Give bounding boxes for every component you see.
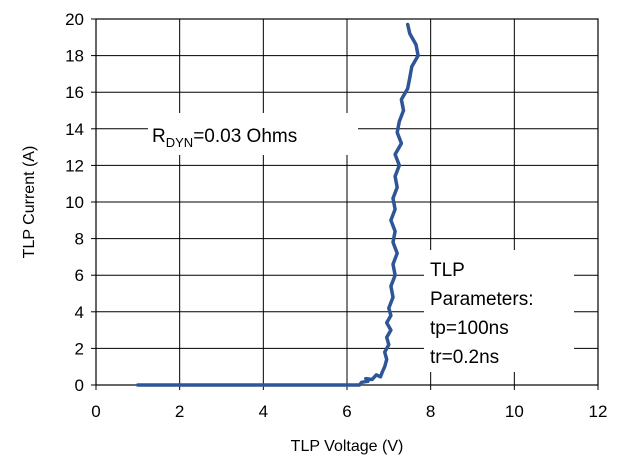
x-tick-label: 0: [91, 402, 100, 421]
y-tick-label: 16: [65, 83, 84, 102]
tick-labels: 0 2 4 6 8 10 12 0 2 4 6 8 10 12 14 16 18 20: [65, 10, 607, 421]
rdyn-annotation: RDYN=0.03 Ohms: [152, 126, 297, 150]
rdyn-value: =0.03 Ohms: [193, 126, 297, 147]
rdyn-subscript: DYN: [166, 135, 193, 150]
annotations: RDYN=0.03 Ohms TLP Parameters: tp=100ns tr=0…: [148, 113, 574, 372]
rdyn-symbol: R: [152, 126, 166, 147]
rdyn-annotation-box: [148, 113, 358, 155]
tlp-param-line: Parameters:: [430, 289, 533, 310]
x-tick-label: 8: [426, 402, 435, 421]
y-axis-title: TLP Current (A): [21, 146, 38, 259]
y-tick-label: 0: [75, 376, 84, 395]
tlp-param-line: tr=0.2ns: [430, 347, 499, 368]
series-line: [136, 22, 420, 387]
x-axis-title: TLP Voltage (V): [291, 438, 404, 455]
tlp-params-box: [424, 250, 574, 372]
y-tick-label: 4: [75, 303, 84, 322]
y-tick-label: 14: [65, 120, 84, 139]
y-tick-label: 6: [75, 266, 84, 285]
x-tick-label: 12: [589, 402, 608, 421]
y-tick-label: 8: [75, 230, 84, 249]
series-layer: [136, 22, 420, 387]
x-tick-label: 4: [259, 402, 268, 421]
y-tick-label: 18: [65, 47, 84, 66]
y-tick-label: 20: [65, 10, 84, 29]
x-tick-label: 2: [175, 402, 184, 421]
tlp-param-line: TLP: [430, 260, 465, 281]
y-tick-label: 12: [65, 156, 84, 175]
x-tick-label: 6: [342, 402, 351, 421]
x-tick-label: 10: [505, 402, 524, 421]
y-tick-label: 2: [75, 339, 84, 358]
tlp-param-line: tp=100ns: [430, 318, 509, 339]
y-tick-label: 10: [65, 193, 84, 212]
